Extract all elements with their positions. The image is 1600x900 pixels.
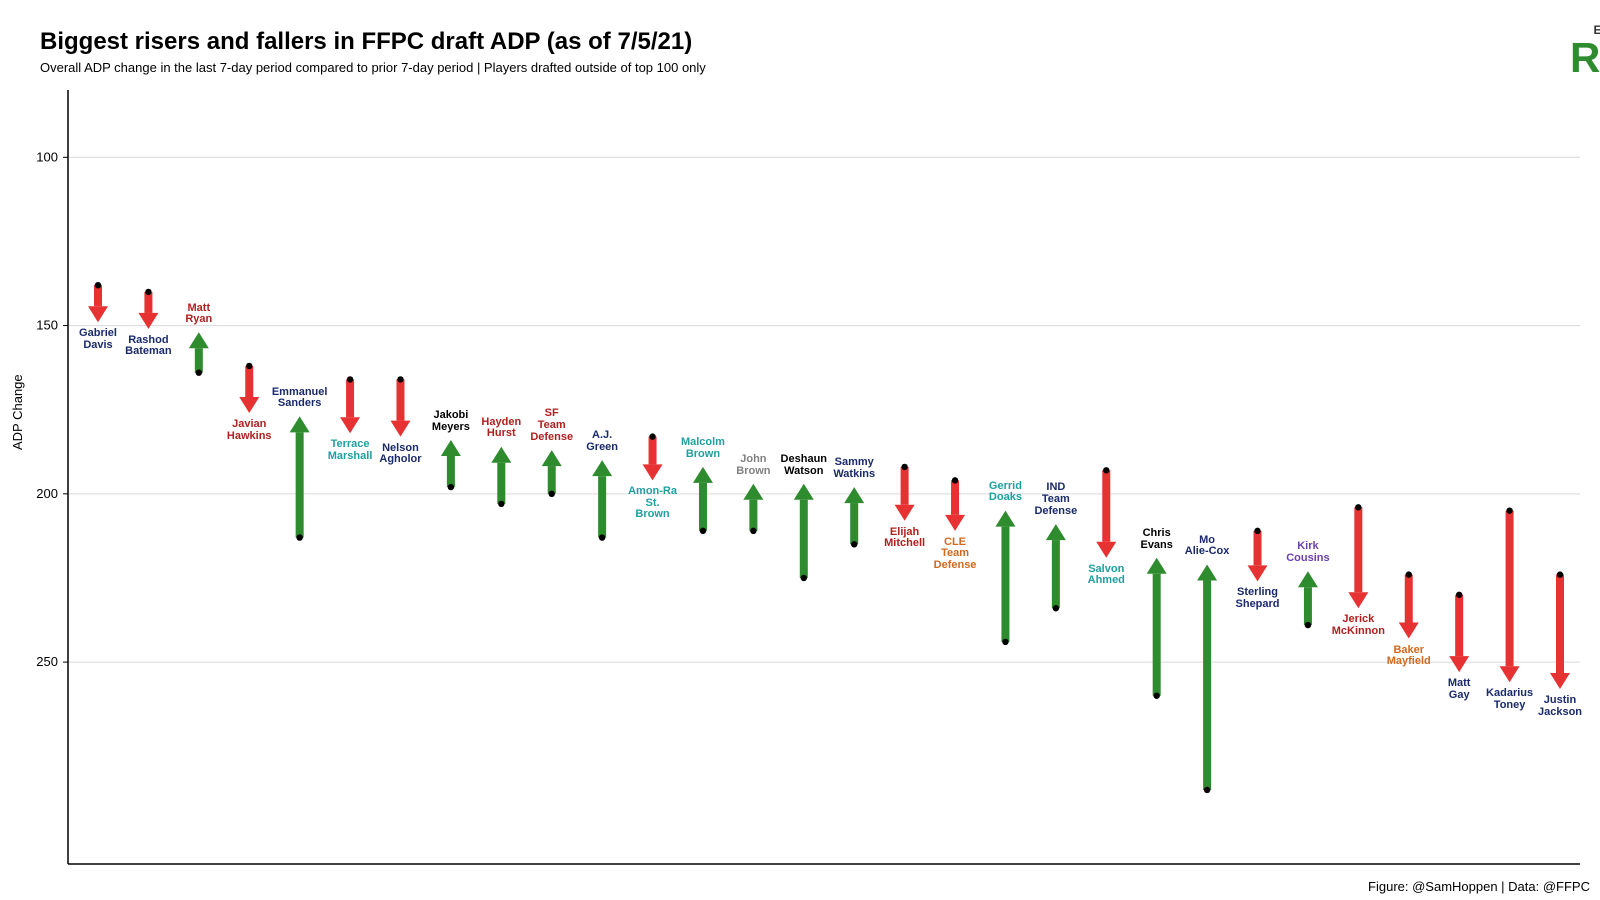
svg-text:150: 150 — [36, 318, 58, 333]
origin-dot — [1254, 528, 1260, 534]
origin-dot — [95, 282, 101, 288]
arrow-shaft — [901, 467, 909, 505]
origin-dot — [397, 376, 403, 382]
arrow-head — [643, 464, 663, 480]
svg-text:100: 100 — [36, 149, 58, 164]
arrow-head — [743, 484, 763, 500]
arrow-head — [895, 505, 915, 521]
origin-dot — [1456, 592, 1462, 598]
origin-dot — [649, 433, 655, 439]
arrow-head — [138, 313, 158, 329]
arrow-head — [1197, 564, 1217, 580]
arrow-head — [1550, 673, 1570, 689]
origin-dot — [246, 363, 252, 369]
chart-container: Biggest risers and fallers in FFPC draft… — [0, 0, 1600, 900]
svg-text:200: 200 — [36, 486, 58, 501]
arrow-shaft — [1052, 540, 1060, 608]
origin-dot — [196, 369, 202, 375]
arrow-shaft — [245, 366, 253, 397]
origin-dot — [1153, 693, 1159, 699]
arrow-head — [1147, 558, 1167, 574]
arrow-head — [1399, 623, 1419, 639]
arrow-head — [542, 450, 562, 466]
arrow-shaft — [1405, 575, 1413, 623]
arrow-shaft — [699, 483, 707, 531]
arrow-shaft — [951, 480, 959, 514]
arrow-shaft — [649, 437, 657, 465]
arrow-shaft — [800, 500, 808, 578]
origin-dot — [851, 541, 857, 547]
arrow-head — [995, 511, 1015, 527]
arrow-head — [239, 397, 259, 413]
origin-dot — [801, 575, 807, 581]
arrow-shaft — [195, 348, 203, 372]
arrow-shaft — [1556, 575, 1564, 673]
arrow-shaft — [1455, 595, 1463, 656]
arrow-head — [592, 460, 612, 476]
arrow-head — [844, 487, 864, 503]
svg-text:250: 250 — [36, 654, 58, 669]
arrow-head — [1348, 592, 1368, 608]
arrow-head — [491, 447, 511, 463]
arrow-head — [1298, 571, 1318, 587]
chart-svg: 100 150 200 250 — [0, 0, 1600, 900]
origin-dot — [1506, 507, 1512, 513]
arrow-shaft — [396, 379, 404, 420]
arrow-head — [88, 306, 108, 322]
origin-dot — [700, 528, 706, 534]
arrow-shaft — [497, 463, 505, 504]
origin-dot — [750, 528, 756, 534]
arrow-head — [189, 332, 209, 348]
origin-dot — [347, 376, 353, 382]
origin-dot — [1557, 571, 1563, 577]
origin-dot — [1103, 467, 1109, 473]
origin-dot — [498, 501, 504, 507]
arrow-shaft — [447, 456, 455, 487]
origin-dot — [1355, 504, 1361, 510]
arrow-shaft — [1203, 580, 1211, 789]
origin-dot — [1305, 622, 1311, 628]
arrow-shaft — [1304, 587, 1312, 625]
arrow-head — [1500, 666, 1520, 682]
arrow-shaft — [1506, 511, 1514, 667]
arrow-head — [945, 515, 965, 531]
origin-dot — [296, 534, 302, 540]
origin-dot — [599, 534, 605, 540]
origin-dot — [1204, 787, 1210, 793]
origin-dot — [145, 289, 151, 295]
arrow-shaft — [850, 503, 858, 544]
arrow-shaft — [1254, 531, 1262, 565]
arrow-head — [1096, 542, 1116, 558]
origin-dot — [1002, 639, 1008, 645]
origin-dot — [549, 491, 555, 497]
arrow-head — [1046, 524, 1066, 540]
arrow-head — [1248, 565, 1268, 581]
arrow-shaft — [296, 432, 304, 537]
arrow-head — [340, 417, 360, 433]
origin-dot — [1406, 571, 1412, 577]
arrow-shaft — [346, 379, 354, 417]
arrow-shaft — [1354, 507, 1362, 592]
arrow-shaft — [1001, 527, 1009, 642]
origin-dot — [952, 477, 958, 483]
arrow-shaft — [548, 466, 556, 494]
arrow-shaft — [749, 500, 757, 531]
arrow-head — [1449, 656, 1469, 672]
origin-dot — [901, 464, 907, 470]
arrow-head — [693, 467, 713, 483]
arrow-shaft — [598, 476, 606, 537]
arrow-head — [390, 421, 410, 437]
arrow-shaft — [1102, 470, 1110, 541]
origin-dot — [448, 484, 454, 490]
arrow-head — [441, 440, 461, 456]
arrow-head — [794, 484, 814, 500]
arrow-shaft — [1153, 574, 1161, 696]
arrow-head — [290, 416, 310, 432]
origin-dot — [1053, 605, 1059, 611]
